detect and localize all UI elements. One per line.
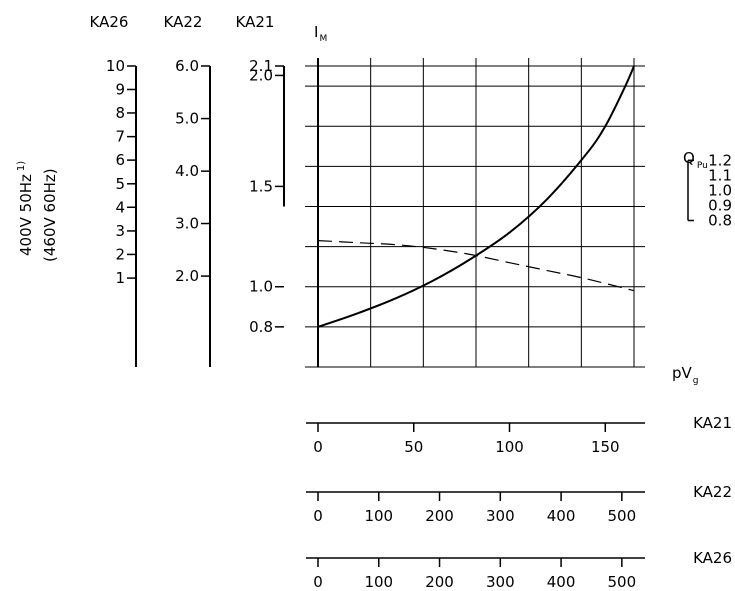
scale-tick-label: 5 [115,175,125,193]
left-scales: KA26 10 9 8 7 6 5 4 3 2 1 KA22 6.0 5.0 4.0 3.0 2.0 KA21 2.… [90,13,285,367]
scale-tick-label: 1.5 [249,177,273,195]
bottom-scale-name-ka26: KA26 [693,549,732,567]
q-scale-tick-label: 0.8 [708,212,732,230]
bottom-scale-tick-label: 100 [364,573,393,591]
bottom-scale-tick-label: 0 [313,573,323,591]
q-scale-tick-label: 1.0 [708,181,732,199]
right-axis-label: Q Pu [683,149,708,171]
bottom-scale-tick-label: 400 [547,507,576,525]
bottom-scale-tick-label: 200 [425,507,454,525]
series-flow-curve [317,240,635,292]
bottom-scale-tick-label: 0 [313,507,323,525]
bottom-scale-name-ka21: KA21 [693,414,732,432]
bottom-scale-tick-label: 500 [608,573,637,591]
x-axis-label: pVg [672,364,699,386]
bottom-scales: 0 50 100 150 KA21 0 100 200 300 400 500 KA22 0 100 200… [306,414,732,591]
voltage-label-line2: (460V 60Hz) [41,168,59,262]
voltage-label-line1: 400V 50Hz1) [16,161,35,256]
bottom-scale-tick-label: 400 [547,573,576,591]
series-group [317,65,635,328]
plot-grid [305,58,645,368]
scale-tick-label: 6.0 [175,57,199,75]
scale-title-ka26: KA26 [90,13,129,31]
bottom-scale-tick-label: 200 [425,573,454,591]
scale-title-ka22: KA22 [164,13,203,31]
bottom-scale-tick-label: 500 [608,507,637,525]
right-scale: 1.21.11.00.90.8 [687,151,732,230]
scale-tick-label: 4.0 [175,162,199,180]
bottom-scale-name-ka22: KA22 [693,483,732,501]
bottom-scale-tick-label: 50 [404,438,423,456]
bottom-scale-tick-label: 300 [486,573,515,591]
bottom-scale-tick-label: 0 [313,438,323,456]
scale-title-ka21: KA21 [236,13,275,31]
bottom-scale-tick-label: 100 [495,438,524,456]
scale-tick-label: 6 [115,151,125,169]
scale-tick-label: 0.8 [249,318,273,336]
scale-tick-label: 7 [115,128,125,146]
q-scale-tick-label: 1.2 [708,151,732,169]
scale-tick-label: 2.0 [249,66,273,84]
scale-tick-label: 3 [115,222,125,240]
scale-tick-label: 5.0 [175,110,199,128]
scale-tick-label: 10 [106,57,125,75]
scale-tick-label: 2 [115,245,125,263]
q-scale-tick-label: 1.1 [708,166,732,184]
scale-tick-label: 9 [115,80,125,98]
bottom-scale-tick-label: 300 [486,507,515,525]
scale-tick-label: 1 [115,269,125,287]
scale-tick-label: 8 [115,104,125,122]
scale-tick-label: 4 [115,198,125,216]
bottom-scale-tick-label: 150 [591,438,620,456]
q-scale-tick-label: 0.9 [708,196,732,214]
scale-tick-label: 1.0 [249,278,273,296]
scale-tick-label: 2.1 [249,57,273,75]
series-current-curve [317,65,635,328]
scale-tick-label: 3.0 [175,215,199,233]
bottom-scale-tick-label: 100 [364,507,393,525]
scale-tick-label: 2.0 [175,267,199,285]
y-axis-label: IM [314,23,327,44]
